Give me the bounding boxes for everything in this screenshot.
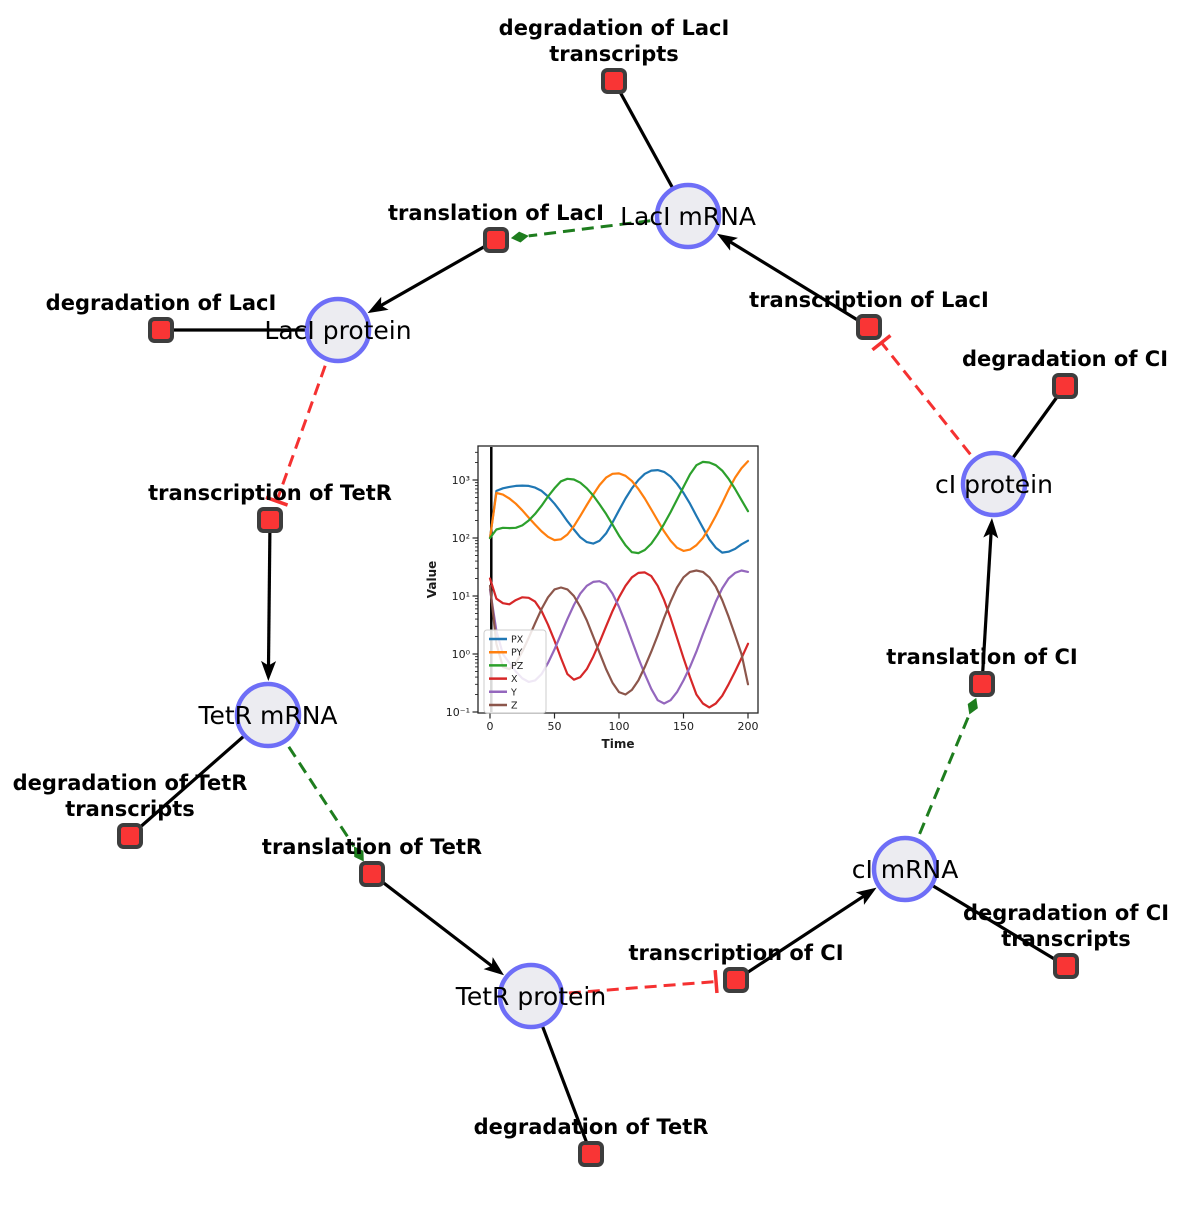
product-edge-line	[371, 872, 498, 971]
reaction-label-deg-cI-line0: degradation of CI	[962, 347, 1168, 371]
product-edge-line	[724, 237, 870, 329]
chart-curve-PY	[488, 460, 750, 552]
species-label-lacI-mRNA: LacI mRNA	[620, 202, 756, 231]
nodes-layer	[117, 68, 1079, 1167]
chart-x-tick-label: 50	[548, 720, 562, 733]
reaction-label-deg-lacI-tx-line0: degradation of LacI	[499, 16, 730, 40]
species-label-tetR-mRNA: TetR mRNA	[197, 701, 337, 730]
chart-y-axis-label: Value	[425, 561, 439, 599]
chart-y-tick-label: 10⁰	[452, 648, 471, 661]
reaction-label-deg-cI-tx-line0: degradation of CI	[963, 901, 1169, 925]
reaction-node-deg-lacI-tx	[601, 68, 627, 94]
diamond-arrowhead-icon	[510, 231, 529, 243]
edge-translation-cI-cI-protein-product	[980, 517, 999, 685]
chart-legend: PX PY PZ XYZ	[483, 629, 547, 714]
chart-curve-X	[488, 571, 750, 709]
chart-y-tick-label: 10³	[452, 474, 470, 487]
diamond-arrowhead-icon	[967, 697, 978, 715]
reaction-label-deg-cI-tx-line1: transcripts	[1001, 927, 1131, 951]
arrowhead-icon	[716, 233, 738, 251]
species-label-cI-mRNA: cI mRNA	[852, 855, 959, 884]
reaction-label-transcription-lacI-line0: transcription of LacI	[749, 288, 989, 312]
arrowhead-icon	[855, 887, 877, 905]
chart-x-tick-label: 150	[673, 720, 694, 733]
product-edge-line	[266, 519, 272, 672]
species-node-lacI-mRNA	[654, 182, 722, 250]
reaction-label-transcription-tetR-line0: transcription of TetR	[148, 481, 392, 505]
legend-label-PY: PY	[511, 648, 523, 659]
edge-translation-lacI-lacI-protein-product	[367, 238, 497, 314]
reaction-node-deg-cI	[1052, 373, 1078, 399]
inhibition-tee-icon	[713, 969, 719, 994]
edge-translation-tetR-tetR-protein-product	[371, 872, 505, 976]
reaction-label-translation-cI-line0: translation of CI	[886, 645, 1077, 669]
species-node-cI-mRNA	[871, 835, 939, 903]
reaction-node-transcription-tetR	[257, 507, 283, 533]
species-node-cI-protein	[960, 450, 1028, 518]
legend-label-Z: Z	[511, 701, 518, 712]
reaction-label-deg-tetR-tx-line1: transcripts	[65, 797, 195, 821]
chart-x-tick-label: 0	[487, 720, 494, 733]
edge-transcription-tetR-tetR-mRNA-product	[261, 519, 277, 682]
species-node-tetR-protein	[497, 962, 565, 1030]
reaction-label-translation-tetR-line0: translation of TetR	[262, 835, 482, 859]
reaction-node-transcription-cI	[723, 967, 749, 993]
chart-y-tick-label: 10⁻¹	[446, 706, 470, 719]
inhibition-tee-icon	[871, 334, 892, 352]
product-edge-line	[375, 238, 497, 310]
reaction-label-translation-lacI-line0: translation of LacI	[388, 201, 604, 225]
chart-curves	[488, 447, 750, 712]
legend-label-Y: Y	[510, 687, 517, 698]
chart-curve-PZ	[488, 460, 750, 555]
edge-transcription-cI-cI-mRNA-product	[735, 887, 877, 982]
reaction-label-deg-lacI-tx-line1: transcripts	[549, 42, 679, 66]
chart-y-tick-label: 10¹	[452, 590, 470, 603]
labels-layer: LacI mRNA LacI protein TetR mRNA TetR prote…	[13, 16, 1169, 1139]
reaction-label-deg-tetR-line0: degradation of TetR	[474, 1115, 709, 1139]
reaction-node-translation-cI	[969, 671, 995, 697]
species-label-lacI-protein: LacI protein	[264, 316, 411, 345]
reaction-node-transcription-lacI	[856, 314, 882, 340]
chart-x-axis-label: Time	[602, 737, 635, 751]
product-edge-line	[735, 891, 870, 982]
product-edge-line	[980, 527, 993, 685]
reaction-label-deg-tetR-tx-line0: degradation of TetR	[13, 771, 248, 795]
edge-transcription-lacI-lacI-mRNA-product	[716, 233, 870, 329]
inhibition-tee-icon	[265, 495, 289, 507]
chart-axes-frame	[477, 445, 759, 714]
chart-curve-Z	[488, 569, 750, 696]
species-node-tetR-mRNA	[234, 681, 302, 749]
chart-curve-PX	[488, 469, 750, 554]
inset-chart: 0 50 100 150 20010⁻¹10⁰10¹10²10³TimeValuePXP…	[425, 445, 759, 751]
reaction-label-transcription-cI-line0: transcription of CI	[628, 941, 843, 965]
reaction-node-translation-lacI	[483, 227, 509, 253]
legend-label-PX: PX	[511, 635, 524, 646]
reaction-node-deg-lacI	[148, 317, 174, 343]
species-node-lacI-protein	[304, 296, 372, 364]
arrowhead-icon	[261, 660, 277, 682]
species-label-cI-protein: cI protein	[935, 470, 1053, 499]
chart-x-tick-label: 200	[738, 720, 759, 733]
reaction-node-translation-tetR	[359, 861, 385, 887]
chart-x-tick-label: 100	[609, 720, 630, 733]
reaction-label-deg-lacI-line0: degradation of LacI	[46, 291, 277, 315]
reaction-node-deg-cI-tx	[1053, 953, 1079, 979]
arrowhead-icon	[367, 296, 389, 314]
species-label-tetR-protein: TetR protein	[455, 982, 606, 1011]
reaction-node-deg-tetR	[578, 1141, 604, 1167]
legend-label-X: X	[511, 674, 518, 685]
legend-label-PZ: PZ	[511, 661, 524, 672]
arrowhead-icon	[983, 517, 999, 539]
arrowhead-icon	[483, 957, 505, 976]
reaction-node-deg-tetR-tx	[117, 823, 143, 849]
diamond-arrowhead-icon	[353, 846, 364, 862]
chart-y-tick-label: 10²	[452, 532, 470, 545]
